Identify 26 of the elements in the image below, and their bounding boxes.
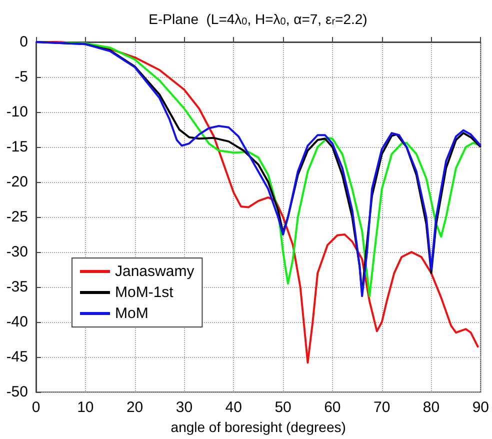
y-tick-label: -25 — [6, 208, 28, 226]
x-tick-label: 90 — [472, 399, 489, 416]
y-tick-label: -20 — [6, 174, 28, 191]
y-tick-label: -15 — [6, 138, 28, 156]
x-tick-label: 0 — [32, 399, 40, 416]
x-tick-label: 40 — [225, 399, 242, 416]
y-tick-label: -45 — [6, 348, 28, 366]
x-tick-label: 80 — [422, 399, 440, 416]
y-tick-label: -30 — [6, 244, 28, 261]
legend-label: Janaswamy — [115, 263, 195, 280]
x-tick-label: 20 — [126, 399, 144, 416]
x-axis-title: angle of boresight (degrees) — [170, 419, 346, 435]
legend-label: MoM — [115, 305, 148, 322]
x-tick-label: 70 — [374, 399, 390, 416]
x-tick-label: 50 — [274, 399, 292, 416]
y-tick-label: -35 — [6, 278, 28, 296]
y-tick-label: -5 — [14, 68, 28, 86]
y-tick-label: -50 — [6, 384, 28, 401]
y-tick-label: 0 — [20, 34, 28, 50]
chart-title: E-Plane (L=4λ0, H=λ0, α=7, εr=2.2) — [148, 11, 368, 28]
y-tick-label: -10 — [6, 104, 28, 121]
x-tick-label: 30 — [176, 399, 193, 416]
x-tick-label: 60 — [324, 399, 341, 416]
y-tick-label: -40 — [6, 314, 28, 331]
legend-label: MoM-1st — [115, 284, 174, 301]
x-tick-label: 10 — [77, 399, 94, 416]
